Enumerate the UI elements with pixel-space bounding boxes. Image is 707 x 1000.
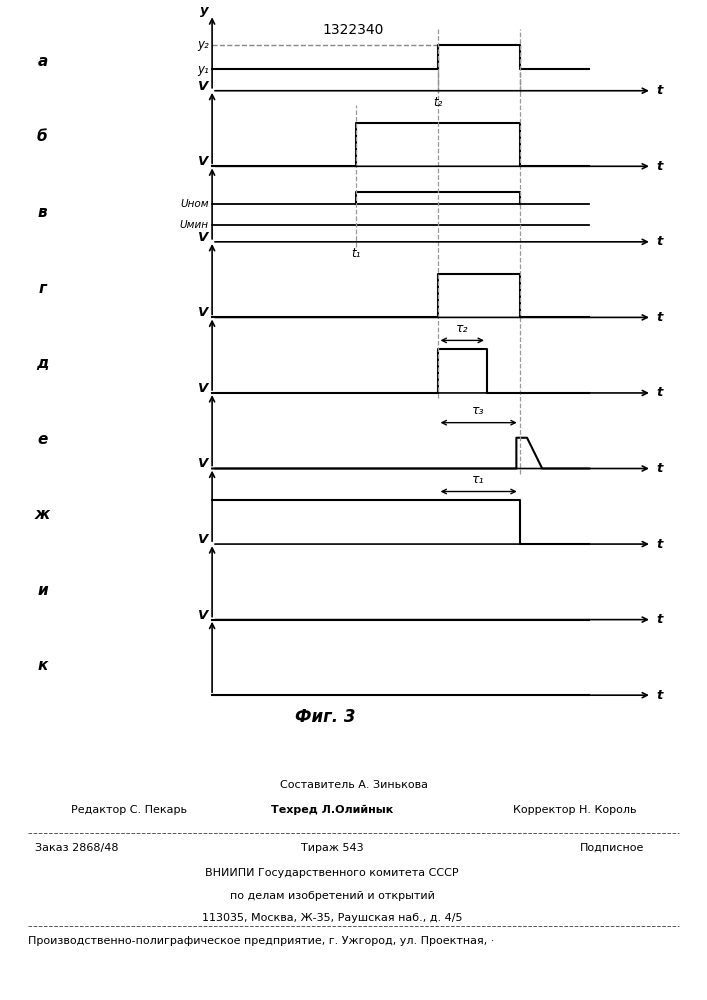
Text: б: б: [37, 129, 48, 144]
Text: V: V: [199, 155, 209, 168]
Text: t: t: [656, 538, 662, 551]
Text: Корректор Н. Король: Корректор Н. Король: [513, 805, 636, 815]
Text: а: а: [37, 54, 47, 69]
Text: г: г: [38, 281, 47, 296]
Text: в: в: [37, 205, 47, 220]
Text: V: V: [199, 382, 209, 395]
Text: V: V: [199, 457, 209, 470]
Text: τ₂: τ₂: [456, 322, 469, 335]
Text: Подписное: Подписное: [580, 843, 644, 853]
Text: ВНИИПИ Государственного комитета СССР: ВНИИПИ Государственного комитета СССР: [206, 868, 459, 878]
Text: к: к: [37, 658, 47, 673]
Text: Техред Л.Олийнык: Техред Л.Олийнык: [271, 805, 393, 815]
Text: y₂: y₂: [197, 38, 209, 51]
Text: 113035, Москва, Ж-35, Раушская наб., д. 4/5: 113035, Москва, Ж-35, Раушская наб., д. …: [202, 913, 462, 923]
Text: t: t: [656, 689, 662, 702]
Text: y: y: [200, 4, 209, 17]
Text: t₁: t₁: [351, 247, 361, 260]
Text: t: t: [656, 311, 662, 324]
Text: Тираж 543: Тираж 543: [301, 843, 363, 853]
Text: t: t: [656, 235, 662, 248]
Text: Uмин: Uмин: [180, 220, 209, 230]
Text: и: и: [37, 583, 48, 598]
Text: д: д: [36, 356, 49, 371]
Text: t: t: [656, 160, 662, 173]
Text: Заказ 2868/48: Заказ 2868/48: [35, 843, 119, 853]
Text: Редактор С. Пекарь: Редактор С. Пекарь: [71, 805, 187, 815]
Text: Uном: Uном: [180, 199, 209, 209]
Text: Фиг. 3: Фиг. 3: [295, 708, 356, 726]
Text: V: V: [199, 533, 209, 546]
Text: τ₃: τ₃: [472, 404, 485, 417]
Text: τ₁: τ₁: [472, 473, 485, 486]
Text: 1322340: 1322340: [323, 23, 384, 37]
Text: е: е: [37, 432, 47, 447]
Text: t₂: t₂: [433, 96, 443, 109]
Text: t: t: [656, 84, 662, 97]
Text: Производственно-полиграфическое предприятие, г. Ужгород, ул. Проектная, ·: Производственно-полиграфическое предприя…: [28, 936, 495, 946]
Text: t: t: [656, 386, 662, 399]
Text: y₁: y₁: [197, 63, 209, 76]
Text: V: V: [199, 609, 209, 622]
Text: V: V: [199, 231, 209, 244]
Text: Составитель А. Зинькова: Составитель А. Зинькова: [279, 780, 428, 790]
Text: V: V: [199, 306, 209, 319]
Text: ж: ж: [35, 507, 50, 522]
Text: V: V: [199, 80, 209, 93]
Text: t: t: [656, 462, 662, 475]
Text: по делам изобретений и открытий: по делам изобретений и открытий: [230, 891, 435, 901]
Text: t: t: [656, 613, 662, 626]
